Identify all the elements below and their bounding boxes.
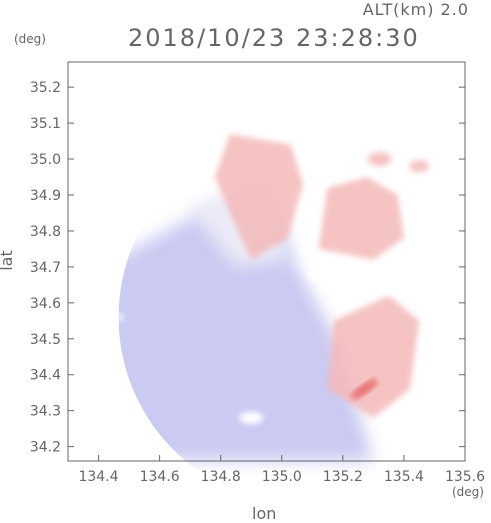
y-tick-label: 34.9 [30, 188, 61, 204]
altitude-label: ALT(km) 2.0 [362, 0, 469, 19]
no-data-gaps [115, 266, 329, 424]
x-tick-label: 134.4 [78, 469, 118, 485]
x-axis-label: lon [252, 504, 277, 523]
y-tick-label: 35.2 [30, 80, 61, 96]
y-tick-label: 35.1 [30, 116, 61, 132]
x-tick-label: 134.8 [201, 469, 241, 485]
y-tick-label: 34.4 [30, 368, 61, 384]
axis-ticks: 134.4 134.6 134.8 135.0 135.2 135.4 135.6 34.2 3… [30, 80, 485, 485]
x-tick-label: 135.4 [384, 469, 424, 485]
y-tick-label: 34.7 [30, 260, 61, 276]
x-tick-label: 135.2 [323, 469, 363, 485]
y-tick-label: 34.3 [30, 404, 61, 420]
timestamp-title: 2018/10/23 23:28:30 [128, 24, 420, 52]
y-axis-unit: (deg) [14, 32, 46, 46]
y-tick-label: 35.0 [30, 152, 61, 168]
y-tick-label: 34.2 [30, 440, 61, 456]
approaching-region [118, 209, 374, 461]
strong-receding-core [350, 379, 378, 400]
x-tick-label: 135.0 [262, 469, 302, 485]
y-tick-label: 34.5 [30, 332, 61, 348]
plot-frame [67, 61, 466, 462]
x-tick-label: 134.6 [140, 469, 180, 485]
y-tick-label: 34.8 [30, 224, 61, 240]
receding-region [214, 133, 430, 418]
radar-data-area [115, 133, 430, 461]
x-tick-label: 135.6 [445, 469, 485, 485]
y-tick-label: 34.6 [30, 296, 61, 312]
x-axis-unit: (deg) [452, 485, 484, 499]
